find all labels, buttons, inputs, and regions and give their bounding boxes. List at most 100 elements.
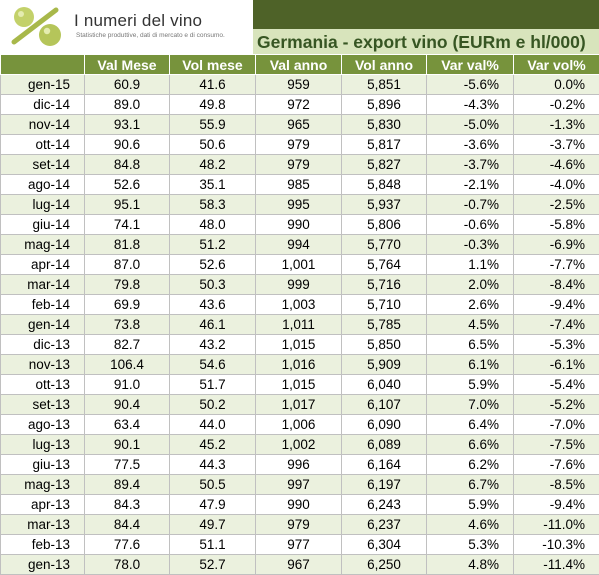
cell-var-val: 2.0% — [427, 275, 514, 295]
cell-vol-mese: 46.1 — [170, 315, 256, 335]
logo: I numeri del vino Statistiche produttive… — [2, 2, 250, 50]
cell-vol-mese: 51.1 — [170, 535, 256, 555]
title-strip: Germania - export vino (EURm e hl/000) — [253, 29, 599, 54]
cell-vol-mese: 55.9 — [170, 115, 256, 135]
cell-vol-mese: 50.2 — [170, 395, 256, 415]
cell-vol-anno: 5,785 — [342, 315, 427, 335]
cell-val-mese: 90.4 — [85, 395, 170, 415]
cell-val-mese: 84.4 — [85, 515, 170, 535]
cell-vol-anno: 5,850 — [342, 335, 427, 355]
cell-vol-mese: 54.6 — [170, 355, 256, 375]
cell-var-val: 2.6% — [427, 295, 514, 315]
cell-val-anno: 967 — [256, 555, 342, 575]
cell-var-val: 5.9% — [427, 495, 514, 515]
cell-vol-anno: 5,806 — [342, 215, 427, 235]
grape-percent-logo-icon — [6, 4, 72, 50]
cell-vol-mese: 43.2 — [170, 335, 256, 355]
cell-val-mese: 90.1 — [85, 435, 170, 455]
cell-val-anno: 1,015 — [256, 375, 342, 395]
table-title: Germania - export vino (EURm e hl/000) — [257, 32, 586, 53]
cell-val-anno: 977 — [256, 535, 342, 555]
cell-period: nov-14 — [1, 115, 85, 135]
cell-var-val: 1.1% — [427, 255, 514, 275]
cell-vol-mese: 45.2 — [170, 435, 256, 455]
cell-var-vol: -6.9% — [514, 235, 599, 255]
cell-var-val: -3.6% — [427, 135, 514, 155]
cell-val-mese: 78.0 — [85, 555, 170, 575]
cell-vol-anno: 5,770 — [342, 235, 427, 255]
cell-vol-mese: 51.2 — [170, 235, 256, 255]
cell-period: lug-13 — [1, 435, 85, 455]
cell-period: ago-14 — [1, 175, 85, 195]
cell-period: dic-13 — [1, 335, 85, 355]
cell-vol-anno: 5,909 — [342, 355, 427, 375]
cell-period: set-14 — [1, 155, 85, 175]
cell-vol-anno: 6,237 — [342, 515, 427, 535]
cell-period: gen-14 — [1, 315, 85, 335]
cell-var-val: 6.2% — [427, 455, 514, 475]
cell-val-mese: 63.4 — [85, 415, 170, 435]
logo-title: I numeri del vino — [74, 11, 202, 31]
cell-val-anno: 997 — [256, 475, 342, 495]
cell-vol-mese: 50.3 — [170, 275, 256, 295]
cell-vol-anno: 6,090 — [342, 415, 427, 435]
cell-var-vol: -7.4% — [514, 315, 599, 335]
cell-var-vol: -8.5% — [514, 475, 599, 495]
cell-val-mese: 89.4 — [85, 475, 170, 495]
cell-var-vol: -11.4% — [514, 555, 599, 575]
cell-var-vol: -5.4% — [514, 375, 599, 395]
cell-vol-mese: 50.6 — [170, 135, 256, 155]
cell-vol-mese: 41.6 — [170, 75, 256, 95]
cell-vol-anno: 5,896 — [342, 95, 427, 115]
cell-val-anno: 990 — [256, 215, 342, 235]
cell-period: giu-13 — [1, 455, 85, 475]
cell-vol-anno: 5,848 — [342, 175, 427, 195]
cell-var-vol: -9.4% — [514, 295, 599, 315]
cell-var-val: 6.7% — [427, 475, 514, 495]
col-header-period — [1, 55, 85, 75]
cell-var-vol: -5.2% — [514, 395, 599, 415]
cell-period: feb-14 — [1, 295, 85, 315]
cell-val-anno: 959 — [256, 75, 342, 95]
cell-period: ago-13 — [1, 415, 85, 435]
cell-val-anno: 979 — [256, 135, 342, 155]
cell-val-anno: 965 — [256, 115, 342, 135]
cell-period: gen-15 — [1, 75, 85, 95]
cell-var-vol: -10.3% — [514, 535, 599, 555]
cell-val-anno: 979 — [256, 155, 342, 175]
cell-period: mar-13 — [1, 515, 85, 535]
cell-vol-anno: 5,764 — [342, 255, 427, 275]
cell-val-anno: 1,002 — [256, 435, 342, 455]
cell-var-val: -5.6% — [427, 75, 514, 95]
cell-val-anno: 990 — [256, 495, 342, 515]
cell-var-val: 4.5% — [427, 315, 514, 335]
cell-val-anno: 1,017 — [256, 395, 342, 415]
cell-val-mese: 60.9 — [85, 75, 170, 95]
cell-vol-mese: 44.0 — [170, 415, 256, 435]
cell-val-mese: 52.6 — [85, 175, 170, 195]
header: I numeri del vino Statistiche produttive… — [0, 0, 599, 54]
cell-vol-anno: 5,830 — [342, 115, 427, 135]
cell-var-val: -4.3% — [427, 95, 514, 115]
cell-vol-mese: 49.8 — [170, 95, 256, 115]
cell-var-vol: -5.3% — [514, 335, 599, 355]
cell-var-val: -5.0% — [427, 115, 514, 135]
cell-vol-anno: 6,197 — [342, 475, 427, 495]
cell-vol-mese: 43.6 — [170, 295, 256, 315]
cell-val-anno: 1,006 — [256, 415, 342, 435]
col-header-vol-anno: Vol anno — [342, 55, 427, 75]
cell-period: ott-14 — [1, 135, 85, 155]
cell-vol-anno: 5,937 — [342, 195, 427, 215]
cell-vol-mese: 51.7 — [170, 375, 256, 395]
